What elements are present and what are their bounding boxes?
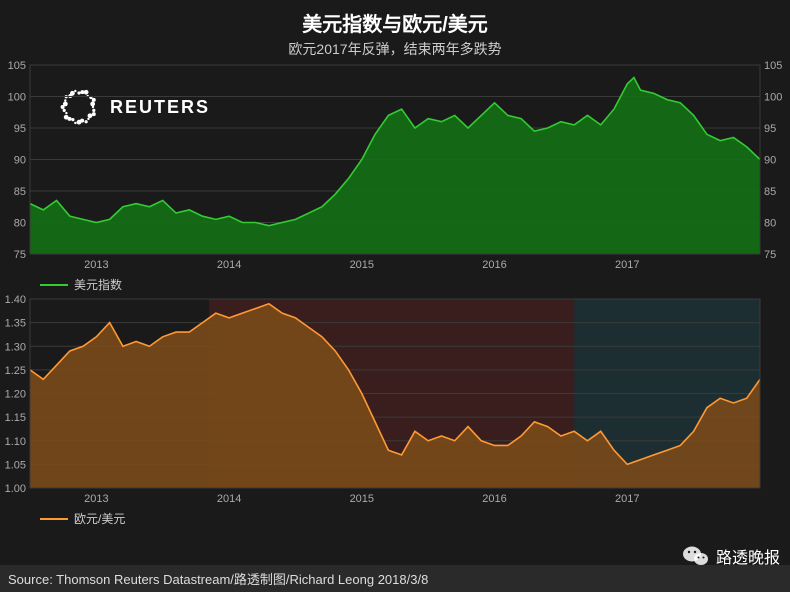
svg-text:1.15: 1.15 (5, 412, 26, 424)
eurusd-legend: 欧元/美元 (0, 510, 790, 527)
svg-text:2014: 2014 (217, 493, 241, 505)
svg-text:2013: 2013 (84, 259, 108, 271)
legend-swatch (40, 284, 68, 286)
svg-text:2016: 2016 (482, 259, 506, 271)
svg-text:1.40: 1.40 (5, 294, 26, 306)
legend-label: 欧元/美元 (74, 510, 125, 527)
svg-text:105: 105 (764, 60, 782, 72)
svg-text:2015: 2015 (350, 259, 374, 271)
svg-text:2013: 2013 (84, 493, 108, 505)
svg-text:1.35: 1.35 (5, 318, 26, 330)
chart-subtitle: 欧元2017年反弹，结束两年多跌势 (0, 39, 790, 59)
svg-text:90: 90 (14, 155, 26, 167)
svg-text:2016: 2016 (482, 493, 506, 505)
svg-text:85: 85 (14, 186, 26, 198)
svg-text:100: 100 (8, 92, 26, 104)
legend-swatch (40, 518, 68, 520)
svg-text:1.30: 1.30 (5, 341, 26, 353)
svg-text:95: 95 (14, 123, 26, 135)
svg-text:2015: 2015 (350, 493, 374, 505)
svg-text:85: 85 (764, 186, 776, 198)
svg-text:2017: 2017 (615, 493, 639, 505)
svg-text:1.20: 1.20 (5, 389, 26, 401)
svg-text:80: 80 (14, 218, 26, 230)
svg-text:105: 105 (8, 60, 26, 72)
svg-text:75: 75 (14, 249, 26, 261)
svg-text:80: 80 (764, 218, 776, 230)
source-line: Source: Thomson Reuters Datastream/路透制图/… (0, 565, 790, 592)
svg-text:75: 75 (764, 249, 776, 261)
usd-index-legend: 美元指数 (0, 276, 790, 293)
eurusd-chart: 1.00 1.05 1.10 1.15 1.20 1.25 1.30 1.35 1.40 2013… (0, 293, 790, 527)
usd-index-chart: 75 75 80 80 85 85 90 90 95 95 100 100 105 105 2013 2014… (0, 59, 790, 293)
legend-label: 美元指数 (74, 276, 122, 293)
svg-text:1.10: 1.10 (5, 436, 26, 448)
svg-text:2017: 2017 (615, 259, 639, 271)
svg-text:2014: 2014 (217, 259, 241, 271)
svg-text:1.25: 1.25 (5, 365, 26, 377)
svg-text:1.00: 1.00 (5, 483, 26, 495)
svg-text:95: 95 (764, 123, 776, 135)
svg-text:90: 90 (764, 155, 776, 167)
svg-text:100: 100 (764, 92, 782, 104)
svg-text:1.05: 1.05 (5, 459, 26, 471)
chart-title: 美元指数与欧元/美元 (0, 8, 790, 37)
